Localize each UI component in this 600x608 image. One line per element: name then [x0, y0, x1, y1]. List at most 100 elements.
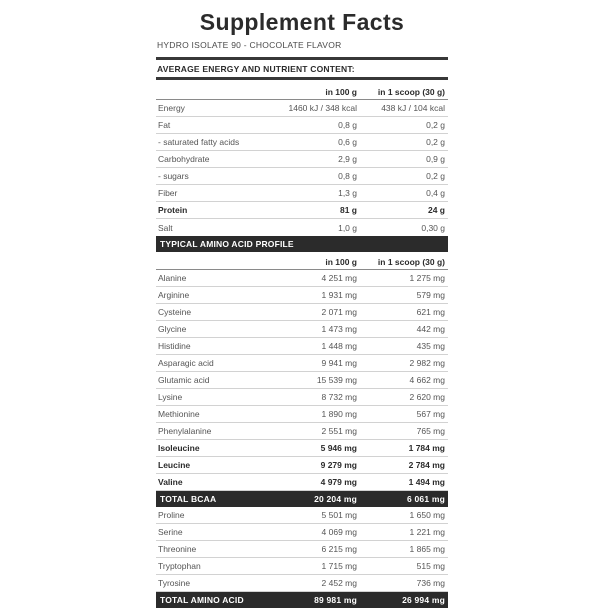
- row-label: Asparagic acid: [158, 358, 214, 368]
- row-value-per-scoop: 1 494 mg: [408, 477, 445, 487]
- row-label: Alanine: [158, 273, 187, 283]
- amino-acid-section-banner-label: TYPICAL AMINO ACID PROFILE: [160, 239, 294, 249]
- row-value-per-scoop: 435 mg: [416, 341, 445, 351]
- table-row: Asparagic acid 9 941 mg 2 982 mg: [156, 355, 448, 372]
- row-value-per-scoop: 442 mg: [416, 324, 445, 334]
- amino-banner-slot: TYPICAL AMINO ACID PROFILE: [156, 236, 448, 252]
- row-value-per-scoop: 4 662 mg: [409, 375, 445, 385]
- row-value-per-100g: 89 981 mg: [314, 595, 357, 605]
- row-label: Valine: [158, 477, 183, 487]
- row-value-per-scoop: 0,4 g: [426, 188, 445, 198]
- row-value-per-100g: 4 979 mg: [320, 477, 357, 487]
- table-row: Serine 4 069 mg 1 221 mg: [156, 524, 448, 541]
- table-row: Leucine 9 279 mg 2 784 mg: [156, 457, 448, 474]
- row-value-per-scoop: 24 g: [427, 205, 445, 215]
- row-label: Phenylalanine: [158, 426, 212, 436]
- row-value-per-scoop: 2 982 mg: [409, 358, 445, 368]
- row-value-per-100g: 1 931 mg: [321, 290, 357, 300]
- row-label: Carbohydrate: [158, 154, 210, 164]
- nutrition-table-body: Energy 1460 kJ / 348 kcal 438 kJ / 104 kca…: [156, 100, 448, 236]
- table-row-banner: TOTAL BCAA 20 204 mg 6 061 mg: [156, 491, 448, 507]
- row-value-per-100g: 1 890 mg: [321, 409, 357, 419]
- amino-acid-section-banner: TYPICAL AMINO ACID PROFILE: [156, 236, 448, 252]
- row-value-per-100g: 6 215 mg: [321, 544, 357, 554]
- table-row: Phenylalanine 2 551 mg 765 mg: [156, 423, 448, 440]
- table-row: Methionine 1 890 mg 567 mg: [156, 406, 448, 423]
- table-row: Fiber 1,3 g 0,4 g: [156, 185, 448, 202]
- table-row: Arginine 1 931 mg 579 mg: [156, 287, 448, 304]
- row-value-per-100g: 0,8 g: [338, 171, 357, 181]
- row-label: Isoleucine: [158, 443, 200, 453]
- row-value-per-100g: 2 551 mg: [321, 426, 357, 436]
- row-value-per-scoop: 0,2 g: [426, 137, 445, 147]
- row-value-per-100g: 0,6 g: [338, 137, 357, 147]
- row-label: Serine: [158, 527, 183, 537]
- row-label: Leucine: [158, 460, 191, 470]
- row-value-per-scoop: 2 620 mg: [409, 392, 445, 402]
- row-label: Histidine: [158, 341, 191, 351]
- row-value-per-100g: 2 071 mg: [321, 307, 357, 317]
- row-value-per-scoop: 1 865 mg: [409, 544, 445, 554]
- column-header-per-100g: in 100 g: [325, 256, 357, 267]
- column-header-per-100g: in 100 g: [325, 86, 357, 97]
- row-label: Lysine: [158, 392, 183, 402]
- row-value-per-100g: 5 501 mg: [321, 510, 357, 520]
- nutrition-column-header: in 100 g in 1 scoop (30 g): [156, 84, 448, 100]
- table-row: Threonine 6 215 mg 1 865 mg: [156, 541, 448, 558]
- row-value-per-scoop: 567 mg: [416, 409, 445, 419]
- row-value-per-100g: 20 204 mg: [314, 494, 357, 504]
- row-label: Fiber: [158, 188, 178, 198]
- nutrition-section-heading: AVERAGE ENERGY AND NUTRIENT CONTENT:: [157, 64, 355, 74]
- table-row: Tyrosine 2 452 mg 736 mg: [156, 575, 448, 592]
- row-label: Protein: [158, 205, 188, 215]
- table-row: Glycine 1 473 mg 442 mg: [156, 321, 448, 338]
- row-value-per-100g: 9 279 mg: [320, 460, 357, 470]
- row-value-per-100g: 2 452 mg: [321, 578, 357, 588]
- table-row: Energy 1460 kJ / 348 kcal 438 kJ / 104 kca…: [156, 100, 448, 117]
- row-value-per-scoop: 6 061 mg: [407, 494, 445, 504]
- row-value-per-100g: 1,3 g: [338, 188, 357, 198]
- row-label: Fat: [158, 120, 171, 130]
- row-value-per-scoop: 0,30 g: [421, 222, 445, 233]
- row-value-per-100g: 1 448 mg: [321, 341, 357, 351]
- row-label: TOTAL BCAA: [160, 494, 217, 504]
- row-value-per-scoop: 1 650 mg: [409, 510, 445, 520]
- row-value-per-scoop: 438 kJ / 104 kcal: [381, 103, 445, 113]
- table-row: - sugars 0,8 g 0,2 g: [156, 168, 448, 185]
- row-label: Salt: [158, 222, 173, 233]
- table-row: Tryptophan 1 715 mg 515 mg: [156, 558, 448, 575]
- row-label: Proline: [158, 510, 185, 520]
- table-row: Isoleucine 5 946 mg 1 784 mg: [156, 440, 448, 457]
- row-label: Glutamic acid: [158, 375, 210, 385]
- table-row: - saturated fatty acids 0,6 g 0,2 g: [156, 134, 448, 151]
- table-row: Salt 1,0 g 0,30 g: [156, 219, 448, 236]
- table-row: Valine 4 979 mg 1 494 mg: [156, 474, 448, 491]
- row-value-per-scoop: 765 mg: [416, 426, 445, 436]
- row-label: - sugars: [158, 171, 189, 181]
- row-value-per-100g: 2,9 g: [338, 154, 357, 164]
- row-label: Tryptophan: [158, 561, 201, 571]
- row-value-per-scoop: 1 275 mg: [409, 273, 445, 283]
- table-row-banner: TOTAL AMINO ACID 89 981 mg 26 994 mg: [156, 592, 448, 608]
- table-row: Protein 81 g 24 g: [156, 202, 448, 219]
- row-value-per-100g: 15 539 mg: [316, 375, 357, 385]
- row-value-per-scoop: 1 221 mg: [409, 527, 445, 537]
- row-value-per-100g: 1 473 mg: [321, 324, 357, 334]
- row-value-per-scoop: 0,2 g: [426, 120, 445, 130]
- row-value-per-100g: 1,0 g: [338, 222, 357, 233]
- row-value-per-scoop: 736 mg: [416, 578, 445, 588]
- table-row: Cysteine 2 071 mg 621 mg: [156, 304, 448, 321]
- row-value-per-100g: 1460 kJ / 348 kcal: [288, 103, 357, 113]
- row-label: Threonine: [158, 544, 197, 554]
- row-value-per-scoop: 621 mg: [416, 307, 445, 317]
- row-value-per-100g: 0,8 g: [338, 120, 357, 130]
- row-value-per-100g: 1 715 mg: [321, 561, 357, 571]
- amino-column-header: in 100 g in 1 scoop (30 g): [156, 254, 448, 270]
- row-value-per-100g: 9 941 mg: [321, 358, 357, 368]
- table-row: Alanine 4 251 mg 1 275 mg: [156, 270, 448, 287]
- page-title: Supplement Facts: [199, 9, 405, 35]
- table-row: Lysine 8 732 mg 2 620 mg: [156, 389, 448, 406]
- row-label: TOTAL AMINO ACID: [160, 595, 244, 605]
- table-row: Histidine 1 448 mg 435 mg: [156, 338, 448, 355]
- row-label: Glycine: [158, 324, 187, 334]
